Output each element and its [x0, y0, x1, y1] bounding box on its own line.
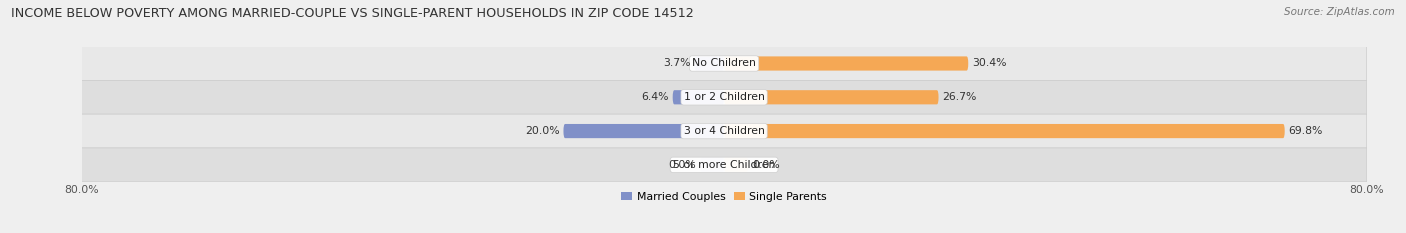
- FancyBboxPatch shape: [672, 90, 724, 104]
- FancyBboxPatch shape: [724, 158, 748, 172]
- Text: 3.7%: 3.7%: [662, 58, 690, 69]
- FancyBboxPatch shape: [724, 90, 939, 104]
- FancyBboxPatch shape: [82, 80, 1367, 114]
- FancyBboxPatch shape: [700, 158, 724, 172]
- Text: 0.0%: 0.0%: [668, 160, 696, 170]
- Text: 20.0%: 20.0%: [524, 126, 560, 136]
- Text: 69.8%: 69.8%: [1289, 126, 1323, 136]
- FancyBboxPatch shape: [724, 124, 1285, 138]
- FancyBboxPatch shape: [82, 114, 1367, 148]
- Text: 5 or more Children: 5 or more Children: [673, 160, 775, 170]
- FancyBboxPatch shape: [564, 124, 724, 138]
- Text: 26.7%: 26.7%: [942, 92, 977, 102]
- Text: INCOME BELOW POVERTY AMONG MARRIED-COUPLE VS SINGLE-PARENT HOUSEHOLDS IN ZIP COD: INCOME BELOW POVERTY AMONG MARRIED-COUPL…: [11, 7, 695, 20]
- Text: 1 or 2 Children: 1 or 2 Children: [683, 92, 765, 102]
- FancyBboxPatch shape: [724, 56, 969, 71]
- Text: No Children: No Children: [692, 58, 756, 69]
- FancyBboxPatch shape: [82, 47, 1367, 80]
- Text: Source: ZipAtlas.com: Source: ZipAtlas.com: [1284, 7, 1395, 17]
- FancyBboxPatch shape: [82, 148, 1367, 182]
- Text: 3 or 4 Children: 3 or 4 Children: [683, 126, 765, 136]
- FancyBboxPatch shape: [695, 56, 724, 71]
- Text: 0.0%: 0.0%: [752, 160, 780, 170]
- Text: 6.4%: 6.4%: [641, 92, 669, 102]
- Text: 30.4%: 30.4%: [973, 58, 1007, 69]
- Legend: Married Couples, Single Parents: Married Couples, Single Parents: [617, 187, 831, 206]
